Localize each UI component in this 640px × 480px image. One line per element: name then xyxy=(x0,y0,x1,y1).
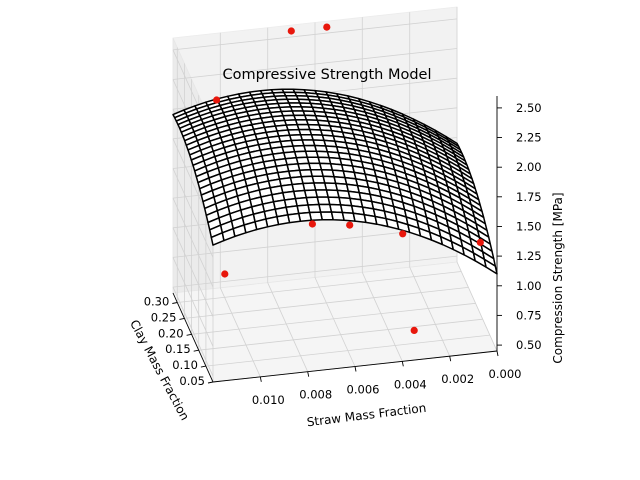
grid-line-y-floor xyxy=(177,271,462,303)
grid-line-z-side xyxy=(172,286,214,377)
y-tick-label: 0.30 xyxy=(144,295,170,309)
x-tick-label: 0.004 xyxy=(394,377,427,391)
data-point xyxy=(308,220,316,228)
x-tick-label: 0.002 xyxy=(441,372,474,386)
x-tick-mark xyxy=(496,350,499,357)
tick-labels: 0.010 0.008 0.006 0.004 0.002 0.000 0.05 0.10 0.… xyxy=(144,101,542,407)
data-point xyxy=(287,27,295,35)
y-tick-mark xyxy=(172,302,178,304)
y-tick-mark xyxy=(207,381,214,384)
data-point xyxy=(410,326,418,334)
grid-line-x-floor xyxy=(267,282,309,372)
z-tick-label: 2.50 xyxy=(516,101,542,115)
data-point xyxy=(323,23,331,31)
z-tick-label: 2.25 xyxy=(516,131,542,145)
y-tick-label: 0.25 xyxy=(151,310,177,324)
z-tick-label: 1.25 xyxy=(516,249,542,263)
chart-title: Compressive Strength Model xyxy=(222,67,431,83)
y-axis-line xyxy=(172,292,214,383)
y-tick-mark xyxy=(193,349,199,352)
z-tick-label: 1.00 xyxy=(516,279,542,293)
x-tick-label: 0.010 xyxy=(252,393,285,407)
grid-line-y-floor xyxy=(191,302,476,335)
grid-line-z-side xyxy=(172,168,214,258)
surface-patch xyxy=(210,232,225,246)
z-tick-label: 2.00 xyxy=(516,160,542,174)
y-tick-mark xyxy=(186,333,192,336)
x-tick-mark xyxy=(354,366,357,372)
x-tick-label: 0.000 xyxy=(489,367,522,381)
data-point xyxy=(476,238,484,246)
y-tick-label: 0.05 xyxy=(179,374,205,388)
surface-wireframe xyxy=(172,88,498,275)
grid-line-y-floor xyxy=(184,287,469,319)
data-point xyxy=(346,221,354,229)
x-tick-mark xyxy=(307,371,310,377)
grid-line-z-back xyxy=(172,18,458,51)
y-tick-label: 0.20 xyxy=(158,326,184,340)
y-tick-label: 0.10 xyxy=(172,358,198,372)
grid-line-z-side xyxy=(172,257,214,347)
grid-line-z-back xyxy=(172,255,458,288)
data-point xyxy=(213,96,221,104)
grid-line-y-floor xyxy=(198,318,483,351)
surface-patch xyxy=(483,258,498,275)
grid-line-x-floor xyxy=(456,261,498,352)
y-tick-mark xyxy=(179,317,185,320)
grid-line-x-floor xyxy=(314,277,356,367)
z-axis-label: Compression Strength [MPa] xyxy=(551,192,565,363)
grid-line-x-floor xyxy=(409,267,451,357)
grid-line-y-floor xyxy=(205,334,490,367)
x-tick-label: 0.006 xyxy=(347,383,380,397)
grid-line-z-back xyxy=(172,48,458,80)
x-tick-mark xyxy=(449,356,452,362)
data-points xyxy=(213,23,484,334)
z-tick-label: 1.50 xyxy=(516,220,542,234)
x-tick-mark xyxy=(259,376,262,382)
y-tick-label: 0.15 xyxy=(165,342,191,356)
data-point xyxy=(221,270,229,278)
y-tick-mark xyxy=(200,365,206,368)
z-tick-label: 1.75 xyxy=(516,190,542,204)
grid-line-x-floor xyxy=(219,287,261,377)
x-tick-label: 0.008 xyxy=(299,388,332,402)
z-tick-label: 0.75 xyxy=(516,308,542,322)
x-tick-mark xyxy=(401,361,404,367)
grid-line-z-side xyxy=(172,197,214,288)
grid-line-z-side xyxy=(172,227,214,317)
grid-line-x-floor xyxy=(361,272,403,362)
z-tick-label: 0.50 xyxy=(516,338,542,352)
data-point xyxy=(399,230,407,238)
